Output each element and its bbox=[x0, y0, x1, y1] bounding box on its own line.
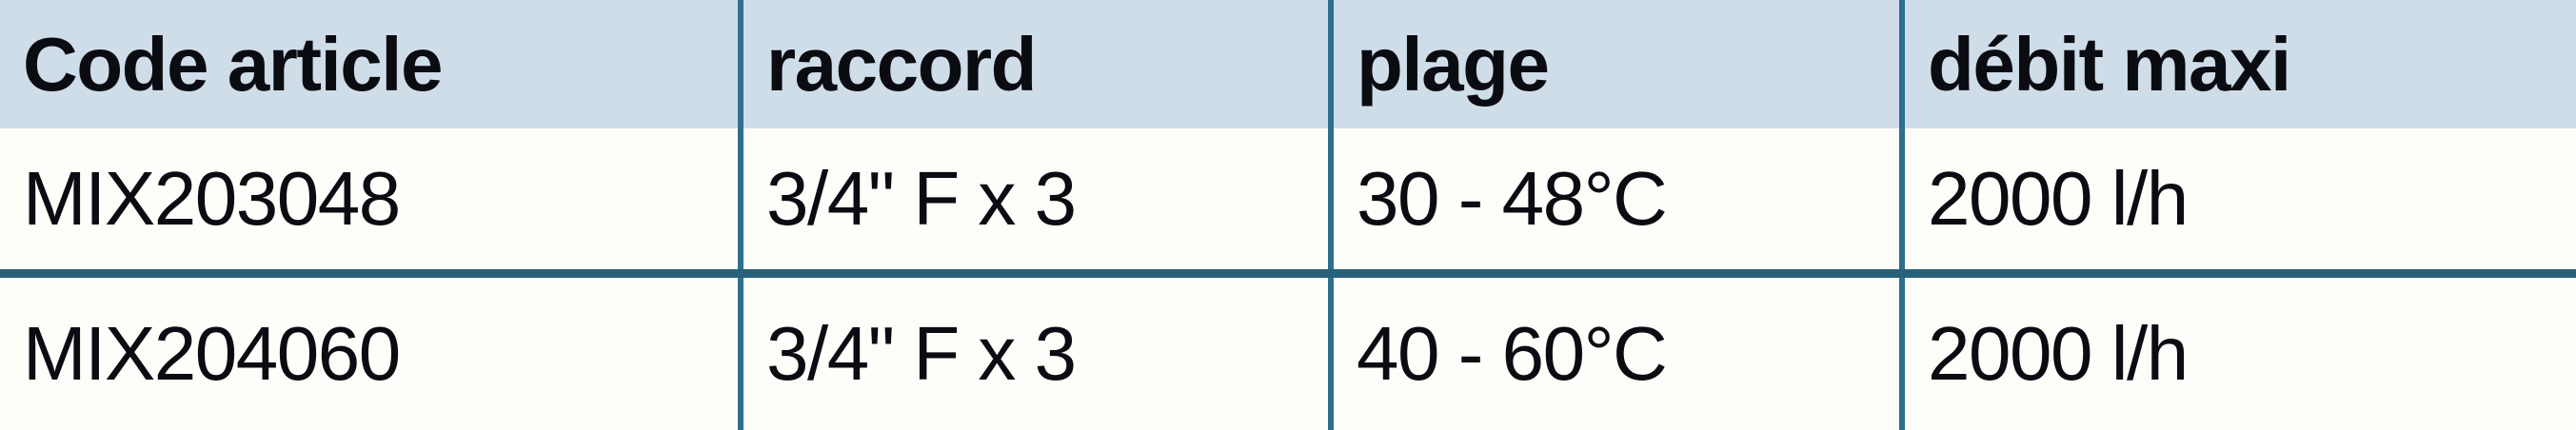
column-header-raccord: raccord bbox=[738, 0, 1328, 128]
cell-raccord: 3/4" F x 3 bbox=[738, 128, 1328, 269]
column-header-code-article: Code article bbox=[0, 0, 738, 128]
cell-raccord: 3/4" F x 3 bbox=[738, 278, 1328, 430]
cell-debit-maxi: 2000 l/h bbox=[1899, 128, 2576, 269]
cell-code-article: MIX204060 bbox=[0, 278, 738, 430]
cell-plage: 30 - 48°C bbox=[1328, 128, 1899, 269]
cell-code-article: MIX203048 bbox=[0, 128, 738, 269]
column-header-debit-maxi: débit maxi bbox=[1899, 0, 2576, 128]
row-divider bbox=[0, 269, 2576, 278]
cell-debit-maxi: 2000 l/h bbox=[1899, 278, 2576, 430]
column-header-plage: plage bbox=[1328, 0, 1899, 128]
cell-plage: 40 - 60°C bbox=[1328, 278, 1899, 430]
